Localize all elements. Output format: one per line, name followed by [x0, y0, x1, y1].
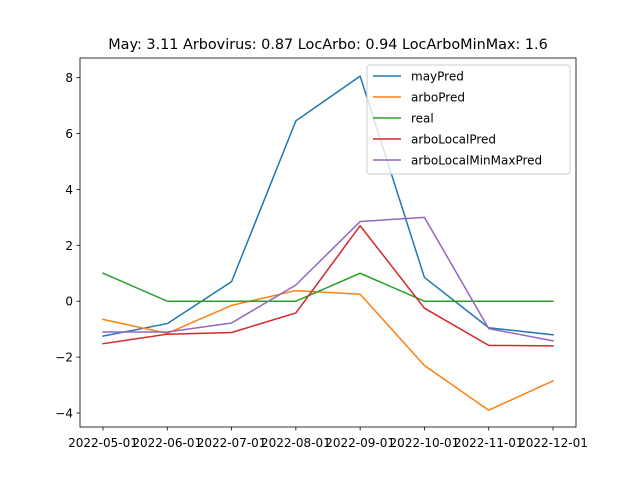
x-tick-label: 2022-05-01: [68, 436, 138, 450]
legend-label-arboPred: arboPred: [411, 91, 465, 105]
legend-label-real: real: [411, 112, 434, 126]
legend-label-mayPred: mayPred: [411, 70, 464, 84]
y-tick-label: −2: [55, 351, 73, 365]
chart-title: May: 3.11 Arbovirus: 0.87 LocArbo: 0.94 …: [108, 37, 548, 53]
plot-frame: [79, 57, 577, 428]
x-tick-label: 2022-10-01: [390, 436, 460, 450]
x-tick-label: 2022-06-01: [132, 436, 202, 450]
y-tick-label: 4: [65, 183, 73, 197]
y-tick-label: 2: [65, 239, 73, 253]
legend-box: [366, 64, 571, 175]
series-line-arboLocalPred: [102, 224, 554, 347]
legend: mayPred arboPred real arboLocalPred arboLoca…: [366, 64, 571, 175]
series-line-mayPred: [102, 75, 554, 338]
x-tick-label: 2022-12-01: [518, 436, 588, 450]
x-tick-label: 2022-09-01: [325, 436, 395, 450]
y-tick-label: 0: [65, 295, 73, 309]
legend-label-arboLocalPred: arboLocalPred: [411, 133, 496, 147]
x-tick-label: 2022-07-01: [197, 436, 267, 450]
x-tick-label: 2022-11-01: [454, 436, 524, 450]
y-tick-label: 6: [65, 127, 73, 141]
axes: 2022-05-012022-06-012022-07-012022-08-01…: [55, 57, 588, 450]
x-tick-label: 2022-08-01: [261, 436, 331, 450]
y-tick-label: −4: [55, 407, 73, 421]
series-lines: [102, 75, 554, 411]
y-tick-label: 8: [65, 71, 73, 85]
series-line-arboLocalMinMaxPred: [102, 216, 554, 342]
series-line-real: [102, 272, 554, 302]
series-line-arboPred: [102, 289, 554, 411]
legend-label-arboLocalMinMaxPred: arboLocalMinMaxPred: [411, 154, 542, 168]
